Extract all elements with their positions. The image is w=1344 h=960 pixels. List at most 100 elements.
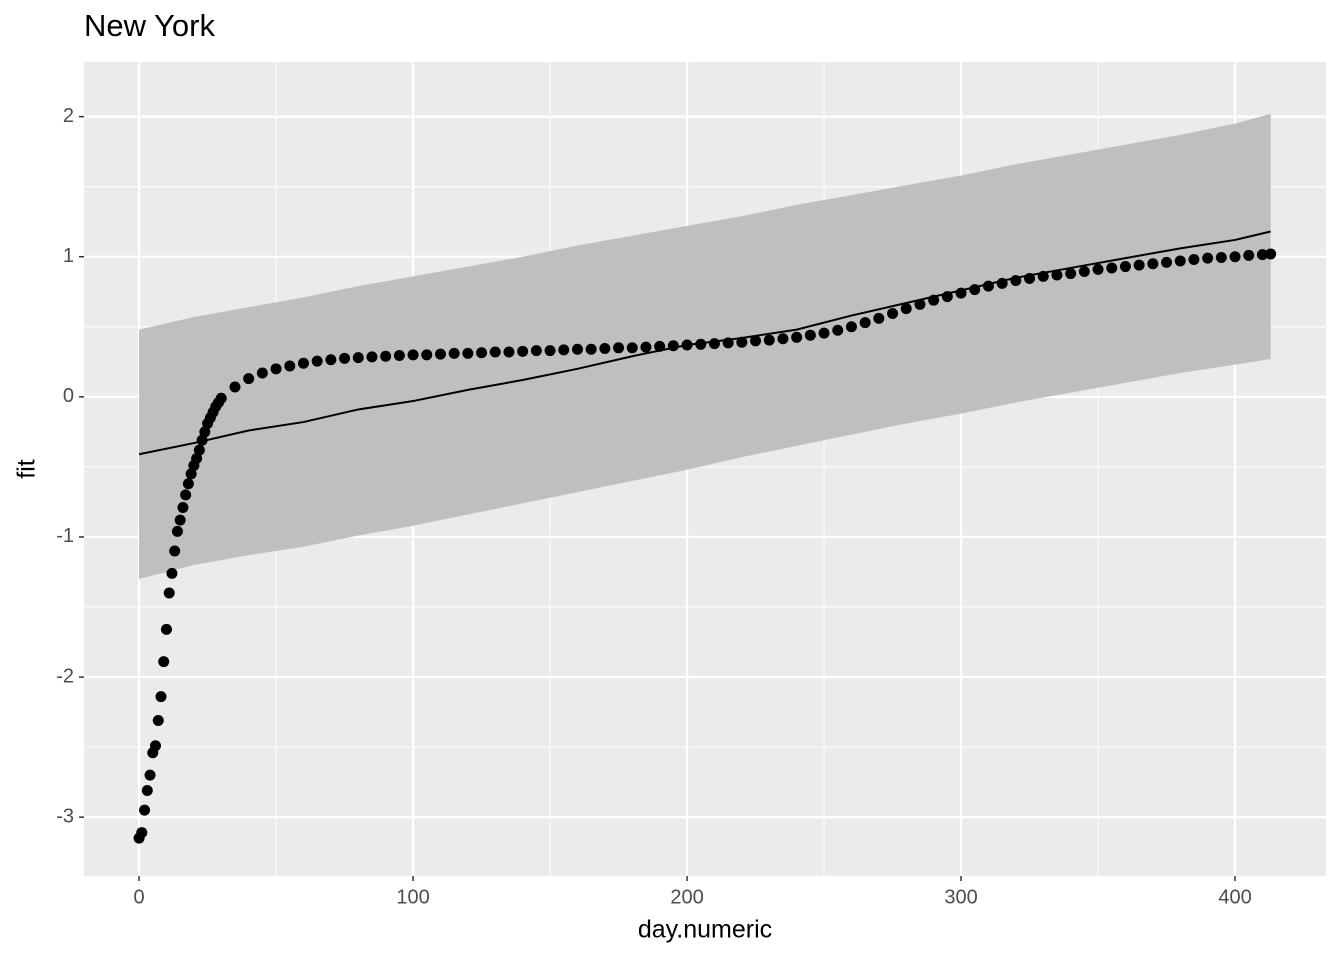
- point: [1010, 275, 1022, 287]
- point: [1092, 263, 1104, 275]
- point: [681, 339, 693, 351]
- chart-title: New York: [84, 8, 215, 43]
- point: [517, 345, 529, 357]
- point: [284, 360, 296, 372]
- point: [626, 342, 638, 354]
- point: [160, 623, 172, 635]
- point: [1024, 272, 1036, 284]
- point: [141, 785, 153, 797]
- point: [166, 567, 178, 579]
- point: [1229, 251, 1241, 263]
- point: [1078, 265, 1090, 277]
- point: [270, 363, 282, 375]
- point: [544, 345, 556, 357]
- point: [171, 525, 183, 537]
- point: [695, 338, 707, 350]
- point: [243, 373, 255, 385]
- point: [311, 355, 323, 367]
- point: [380, 350, 392, 362]
- point: [1133, 259, 1145, 271]
- point: [169, 545, 181, 557]
- point: [174, 514, 186, 526]
- point: [177, 502, 189, 514]
- point: [1174, 255, 1186, 267]
- point: [750, 335, 762, 347]
- point: [599, 343, 611, 355]
- point: [229, 381, 241, 393]
- point: [339, 352, 351, 364]
- point: [191, 452, 203, 464]
- y-tick-label: 0: [63, 385, 74, 407]
- x-tick-label: 200: [670, 886, 703, 908]
- point: [558, 344, 570, 356]
- x-axis-title: day.numeric: [638, 916, 772, 944]
- point: [832, 324, 844, 336]
- point: [462, 347, 474, 359]
- point: [996, 277, 1008, 289]
- point: [708, 338, 720, 350]
- point: [136, 827, 148, 839]
- point: [845, 321, 857, 333]
- point: [667, 340, 679, 352]
- point: [1106, 262, 1118, 274]
- point: [900, 303, 912, 315]
- x-tick-label: 0: [134, 886, 145, 908]
- point: [928, 294, 940, 306]
- point: [393, 350, 405, 362]
- point: [215, 392, 227, 404]
- point: [158, 656, 170, 668]
- point: [1265, 248, 1277, 260]
- point: [150, 740, 162, 752]
- point: [476, 347, 488, 359]
- point: [1202, 252, 1214, 264]
- point: [530, 345, 542, 357]
- point: [1051, 269, 1063, 281]
- point: [297, 357, 309, 369]
- point: [722, 337, 734, 349]
- point: [1037, 270, 1049, 282]
- y-tick-label: -3: [56, 805, 74, 827]
- point: [421, 349, 433, 361]
- point: [180, 489, 192, 501]
- point: [818, 327, 830, 339]
- point: [144, 769, 156, 781]
- point: [199, 426, 211, 438]
- point: [325, 354, 337, 366]
- x-tick-label: 100: [396, 886, 429, 908]
- point: [955, 287, 967, 299]
- point: [1256, 249, 1268, 261]
- x-tick-label: 400: [1218, 886, 1251, 908]
- point: [1065, 268, 1077, 280]
- point: [185, 468, 197, 480]
- point: [139, 804, 151, 816]
- point: [196, 434, 208, 446]
- point: [585, 343, 597, 355]
- point: [1188, 254, 1200, 266]
- point: [152, 714, 164, 726]
- point: [763, 334, 775, 346]
- point: [1161, 256, 1173, 268]
- point: [503, 346, 515, 358]
- point: [804, 329, 816, 341]
- point: [873, 312, 885, 324]
- point: [489, 346, 501, 358]
- point: [791, 331, 803, 343]
- point: [352, 352, 364, 364]
- x-tick-label: 300: [944, 886, 977, 908]
- y-tick-label: 1: [63, 245, 74, 267]
- point: [256, 367, 268, 379]
- point: [434, 348, 446, 360]
- point: [366, 351, 378, 363]
- point: [777, 333, 789, 345]
- point: [969, 284, 981, 296]
- point: [1119, 261, 1131, 273]
- point: [941, 291, 953, 303]
- point: [182, 478, 194, 490]
- point: [1215, 251, 1227, 263]
- point: [640, 341, 652, 353]
- y-axis-title: fit: [13, 459, 41, 479]
- point: [448, 347, 460, 359]
- point: [914, 298, 926, 310]
- y-tick-label: 2: [63, 105, 74, 127]
